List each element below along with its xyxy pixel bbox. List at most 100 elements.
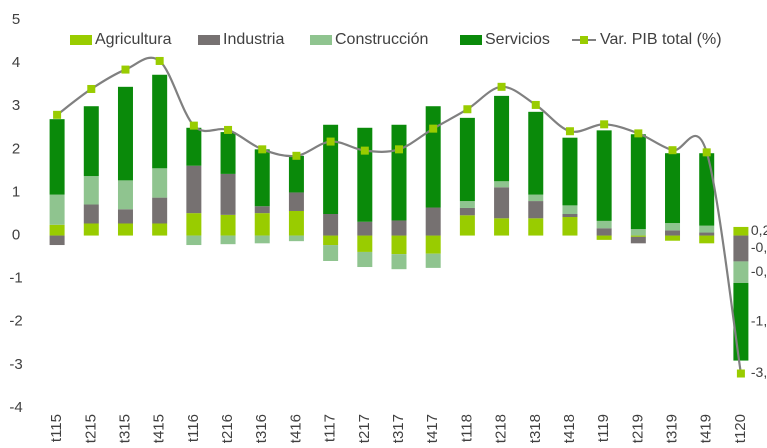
y-tick-label: -2 bbox=[9, 313, 22, 330]
bar-segment bbox=[665, 230, 681, 236]
line-marker bbox=[258, 145, 267, 154]
x-tick-label: t417 bbox=[424, 414, 441, 443]
bar-segment bbox=[528, 201, 544, 219]
x-tick-label: t117 bbox=[322, 414, 339, 442]
y-tick-label: -4 bbox=[9, 399, 22, 416]
bar-segment bbox=[152, 223, 168, 236]
x-tick-label: t318 bbox=[527, 414, 544, 443]
x-tick-label: t315 bbox=[116, 414, 133, 443]
bar-segment bbox=[391, 254, 407, 270]
bar-segment bbox=[83, 176, 99, 205]
bar-segment bbox=[254, 213, 270, 236]
line-marker bbox=[531, 100, 540, 109]
line-marker bbox=[224, 125, 233, 134]
bar-segment bbox=[323, 214, 339, 236]
bar-segment bbox=[665, 235, 681, 241]
bar-segment bbox=[459, 215, 475, 236]
bar-segment bbox=[733, 261, 749, 283]
bar-segment bbox=[186, 165, 202, 214]
bar-segment bbox=[699, 153, 715, 226]
bar-segment bbox=[357, 127, 373, 222]
bar-segment bbox=[596, 220, 612, 229]
x-tick-label: t319 bbox=[664, 414, 681, 443]
line-marker bbox=[429, 124, 438, 133]
legend-label: Servicios bbox=[485, 31, 550, 48]
bar-segment bbox=[733, 235, 749, 262]
y-tick-label: 3 bbox=[12, 97, 20, 114]
x-tick-label: t120 bbox=[732, 414, 749, 443]
y-tick-label: -3 bbox=[9, 356, 22, 373]
bar-segment bbox=[425, 207, 441, 236]
bar-segment bbox=[323, 245, 339, 261]
data-label: -0,5 bbox=[751, 263, 767, 279]
bar-segment bbox=[49, 224, 65, 236]
legend-label: Industria bbox=[223, 31, 284, 48]
bar-segment bbox=[596, 228, 612, 236]
bar-segment bbox=[630, 134, 646, 230]
line-marker bbox=[497, 82, 506, 91]
bar-segment bbox=[562, 137, 578, 206]
line-marker bbox=[463, 105, 472, 114]
line-marker bbox=[736, 369, 745, 378]
bar-segment bbox=[459, 207, 475, 216]
bar-segment bbox=[733, 226, 749, 236]
bar-segment bbox=[117, 209, 133, 224]
bar-segment bbox=[49, 235, 65, 246]
x-tick-label: t317 bbox=[390, 414, 407, 443]
bar-segment bbox=[494, 187, 510, 219]
line-marker bbox=[395, 145, 403, 154]
bar-segment bbox=[494, 95, 510, 182]
bar-segment bbox=[117, 86, 133, 181]
bar-segment bbox=[357, 221, 373, 236]
data-label: 0,2 bbox=[751, 222, 767, 238]
bar-segment bbox=[117, 180, 133, 210]
bar-segment bbox=[562, 217, 578, 236]
bar-segment bbox=[699, 225, 715, 233]
bar-segment bbox=[425, 235, 441, 254]
line-marker bbox=[53, 110, 62, 119]
bar-segment bbox=[49, 119, 65, 195]
bar-segment bbox=[186, 127, 202, 166]
legend-marker bbox=[580, 36, 588, 44]
legend-swatch bbox=[310, 35, 332, 45]
line bbox=[56, 56, 742, 374]
bar-segment bbox=[288, 192, 304, 211]
line-marker bbox=[121, 65, 130, 74]
bar-segment bbox=[630, 235, 646, 237]
bar-segment bbox=[288, 210, 304, 236]
bar-segment bbox=[459, 201, 475, 208]
bar-segment bbox=[391, 235, 407, 255]
bar-segment bbox=[596, 235, 612, 240]
x-tick-label: t418 bbox=[561, 414, 578, 443]
bar-segment bbox=[630, 229, 646, 236]
bar-segment bbox=[665, 223, 681, 231]
legend-swatch bbox=[460, 35, 482, 45]
bar-segment bbox=[323, 235, 339, 246]
bar-segment bbox=[528, 111, 544, 195]
bar-segment bbox=[117, 223, 133, 236]
bar-segment bbox=[528, 194, 544, 202]
bar-segment bbox=[186, 213, 202, 236]
bar-segment bbox=[357, 235, 373, 252]
bar-segment bbox=[254, 206, 270, 214]
bar-segment bbox=[186, 235, 202, 246]
bar-segment bbox=[323, 124, 339, 214]
bar-segment bbox=[220, 214, 236, 236]
bar-segment bbox=[562, 214, 578, 218]
x-tick-label: t419 bbox=[698, 414, 715, 443]
x-tick-label: t316 bbox=[253, 414, 270, 443]
x-tick-label: t118 bbox=[458, 414, 475, 442]
bar-segment bbox=[494, 218, 510, 236]
x-tick-label: t115 bbox=[48, 414, 65, 442]
line-marker bbox=[702, 148, 711, 157]
bar-segment bbox=[494, 181, 510, 188]
bar-segment bbox=[152, 74, 168, 169]
bar-segment bbox=[733, 282, 749, 361]
y-tick-label: -1 bbox=[9, 270, 22, 287]
bar-segment bbox=[152, 168, 168, 198]
x-tick-label: t415 bbox=[151, 414, 168, 443]
x-tick-label: t216 bbox=[219, 414, 236, 443]
line-marker bbox=[565, 127, 574, 136]
line-marker bbox=[189, 121, 198, 130]
line-marker bbox=[155, 56, 164, 65]
